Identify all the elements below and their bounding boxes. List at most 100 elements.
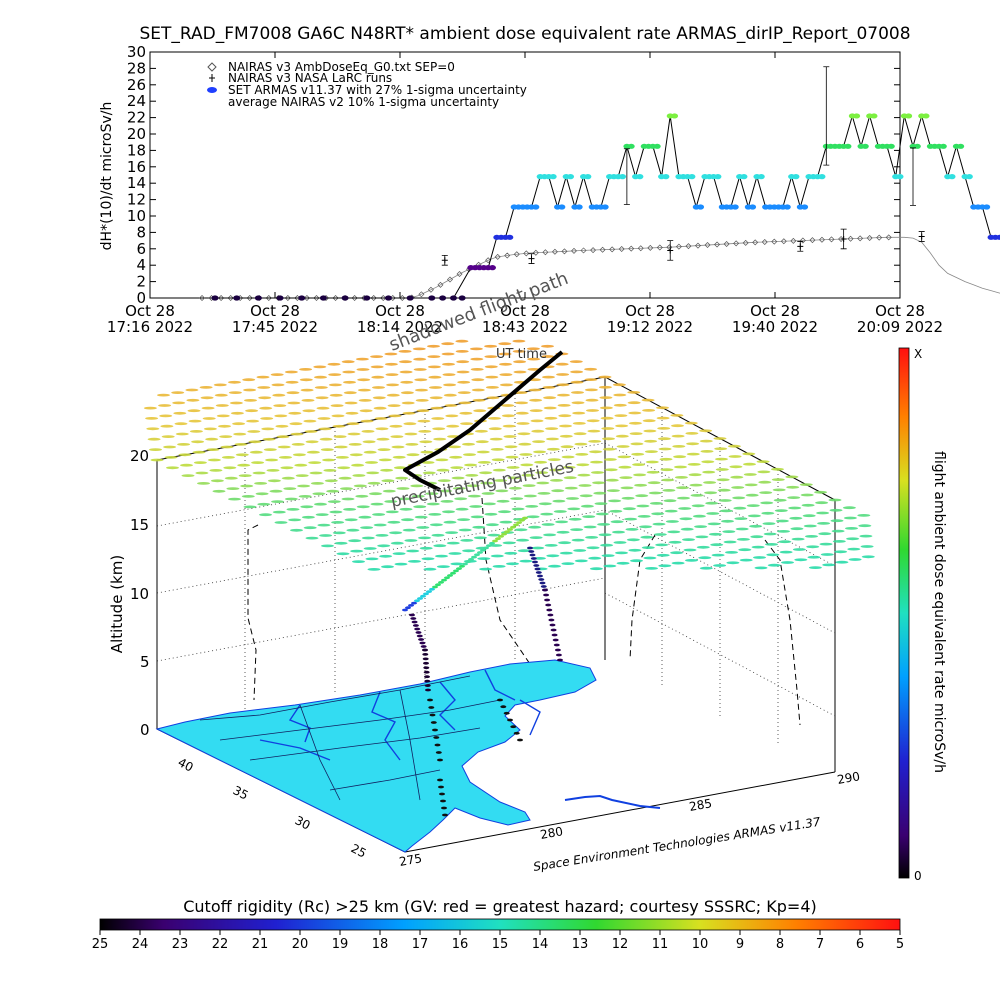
precip-particle — [214, 393, 228, 397]
nairas-diamond-marker — [761, 238, 768, 245]
precip-particle — [860, 545, 874, 548]
nairas-diamond-marker — [847, 235, 854, 242]
precip-particle — [314, 386, 328, 389]
precip-particle — [402, 528, 416, 532]
track-dash — [477, 551, 483, 554]
precip-particle — [436, 468, 450, 472]
precip-particle — [421, 461, 435, 464]
precip-particle — [501, 414, 515, 418]
cutoff-tick-label: 15 — [492, 937, 509, 952]
precip-particle — [206, 448, 220, 451]
precip-particle — [326, 489, 340, 493]
track-dash — [549, 623, 556, 627]
precip-particle — [484, 355, 498, 358]
precip-particle — [388, 414, 402, 418]
track-dash — [542, 588, 548, 592]
precip-particle — [612, 383, 626, 387]
precip-particle — [258, 396, 272, 400]
precip-particle — [762, 522, 776, 525]
precip-particle — [751, 545, 765, 549]
precip-particle — [380, 468, 394, 472]
armas-point — [939, 143, 947, 149]
precip-particle — [490, 554, 504, 558]
cutoff-tick-label: 17 — [412, 937, 429, 952]
precip-particle — [381, 479, 395, 483]
precip-particle — [771, 467, 784, 471]
precip-particle — [455, 339, 469, 343]
precip-particle — [857, 514, 871, 517]
precip-particle — [228, 391, 242, 394]
precip-particle — [305, 536, 319, 540]
precip-particle — [670, 551, 684, 555]
track-dash — [543, 593, 550, 597]
armas-point — [567, 174, 575, 180]
armas-error-bar — [910, 147, 917, 206]
precip-particle — [426, 502, 440, 506]
precip-particle — [772, 488, 786, 492]
precip-particle — [212, 489, 226, 493]
cutoff-tick-label: 20 — [292, 937, 309, 952]
precip-particle — [417, 419, 431, 423]
precip-particle — [295, 474, 309, 477]
precip-particle — [457, 518, 471, 521]
dose-colorbar — [898, 347, 910, 879]
precip-particle — [471, 388, 485, 392]
precip-particle — [531, 546, 545, 550]
lat-tick-25: 25 — [349, 841, 369, 860]
precip-particle — [230, 411, 244, 415]
precip-particle — [309, 471, 323, 475]
precip-particle — [301, 515, 315, 519]
precip-particle — [664, 509, 678, 513]
track-dash — [414, 599, 420, 603]
x-tick-time: 19:12 2022 — [607, 318, 693, 336]
y-tick-label: 2 — [136, 273, 146, 291]
precip-particle — [243, 388, 257, 392]
legend-label-nairas-g0: NAIRAS v3 AmbDoseEq_G0.txt SEP=0 — [228, 60, 455, 74]
precip-particle — [452, 487, 466, 490]
precip-particle — [386, 383, 400, 387]
precip-particle — [304, 430, 318, 433]
precip-particle — [352, 560, 365, 563]
precip-particle — [433, 437, 447, 441]
precip-particle — [598, 385, 612, 389]
track-dash — [548, 618, 555, 622]
precip-particle — [649, 502, 663, 505]
cutoff-tick-label: 14 — [532, 937, 549, 952]
alt-tick-15: 15 — [130, 516, 149, 534]
precip-particle — [143, 406, 157, 410]
precip-particle — [646, 470, 660, 474]
precip-particle — [643, 429, 657, 433]
precip-particle — [512, 350, 526, 353]
y-tick-label: 22 — [127, 109, 146, 127]
precip-particle — [589, 450, 603, 454]
precip-particle — [288, 518, 302, 522]
armas-point — [406, 295, 414, 301]
precip-particle — [283, 487, 297, 490]
altitude-axis-label: Altitude (km) — [108, 555, 126, 653]
armas-point — [844, 143, 852, 149]
precip-particle — [564, 486, 578, 490]
track-dash — [547, 613, 554, 617]
track-dash — [438, 581, 444, 584]
precip-particle — [603, 458, 617, 461]
precip-particle — [699, 439, 713, 443]
precip-particle — [292, 453, 306, 457]
armas-point — [298, 295, 306, 301]
track-dash — [429, 587, 435, 591]
track-dash — [424, 684, 431, 687]
precip-particle — [640, 535, 654, 539]
precip-particle — [730, 475, 744, 479]
nairas-diamond-marker — [590, 247, 597, 254]
precip-particle — [754, 566, 768, 570]
armas-point — [211, 295, 219, 301]
precip-particle — [726, 561, 740, 565]
larc-error-bar — [528, 253, 535, 264]
precip-particle — [318, 427, 332, 431]
precip-particle — [572, 422, 586, 425]
precip-particle — [332, 424, 346, 428]
cutoff-tick-label: 21 — [252, 937, 269, 952]
precip-particle — [814, 490, 828, 494]
track-dash — [423, 670, 430, 674]
nairas-diamond-marker — [704, 242, 711, 249]
